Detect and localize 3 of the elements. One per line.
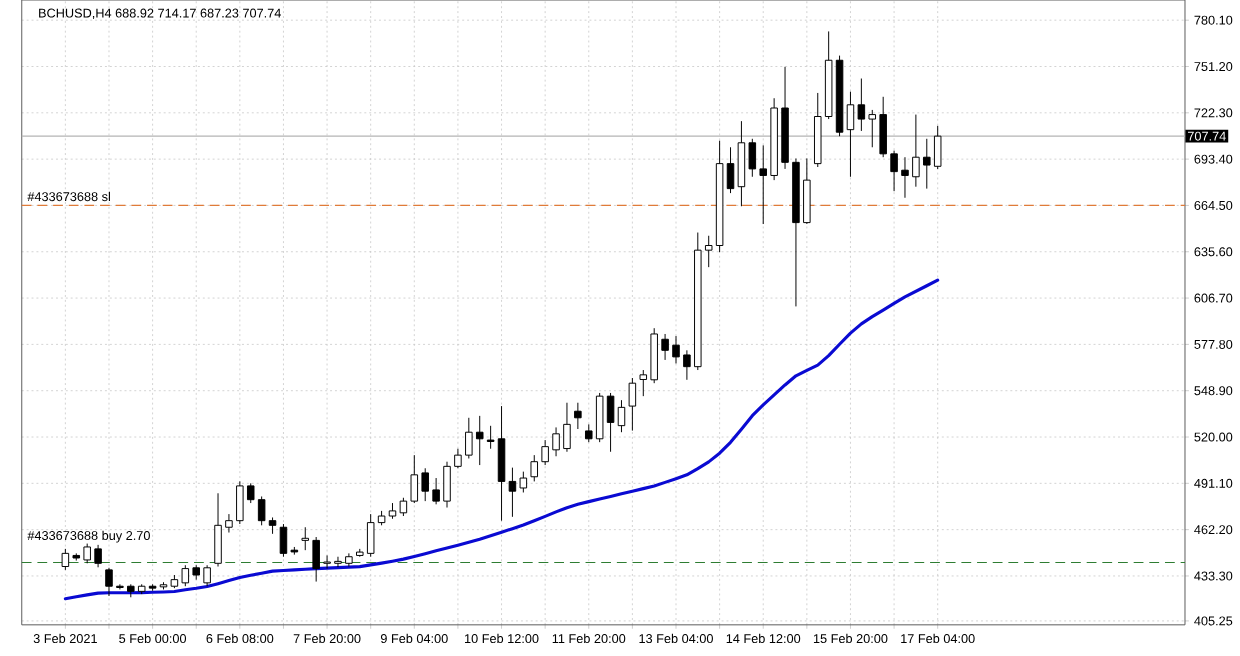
candlestick bbox=[628, 377, 637, 431]
candlestick bbox=[617, 399, 626, 433]
candlestick bbox=[574, 402, 582, 430]
